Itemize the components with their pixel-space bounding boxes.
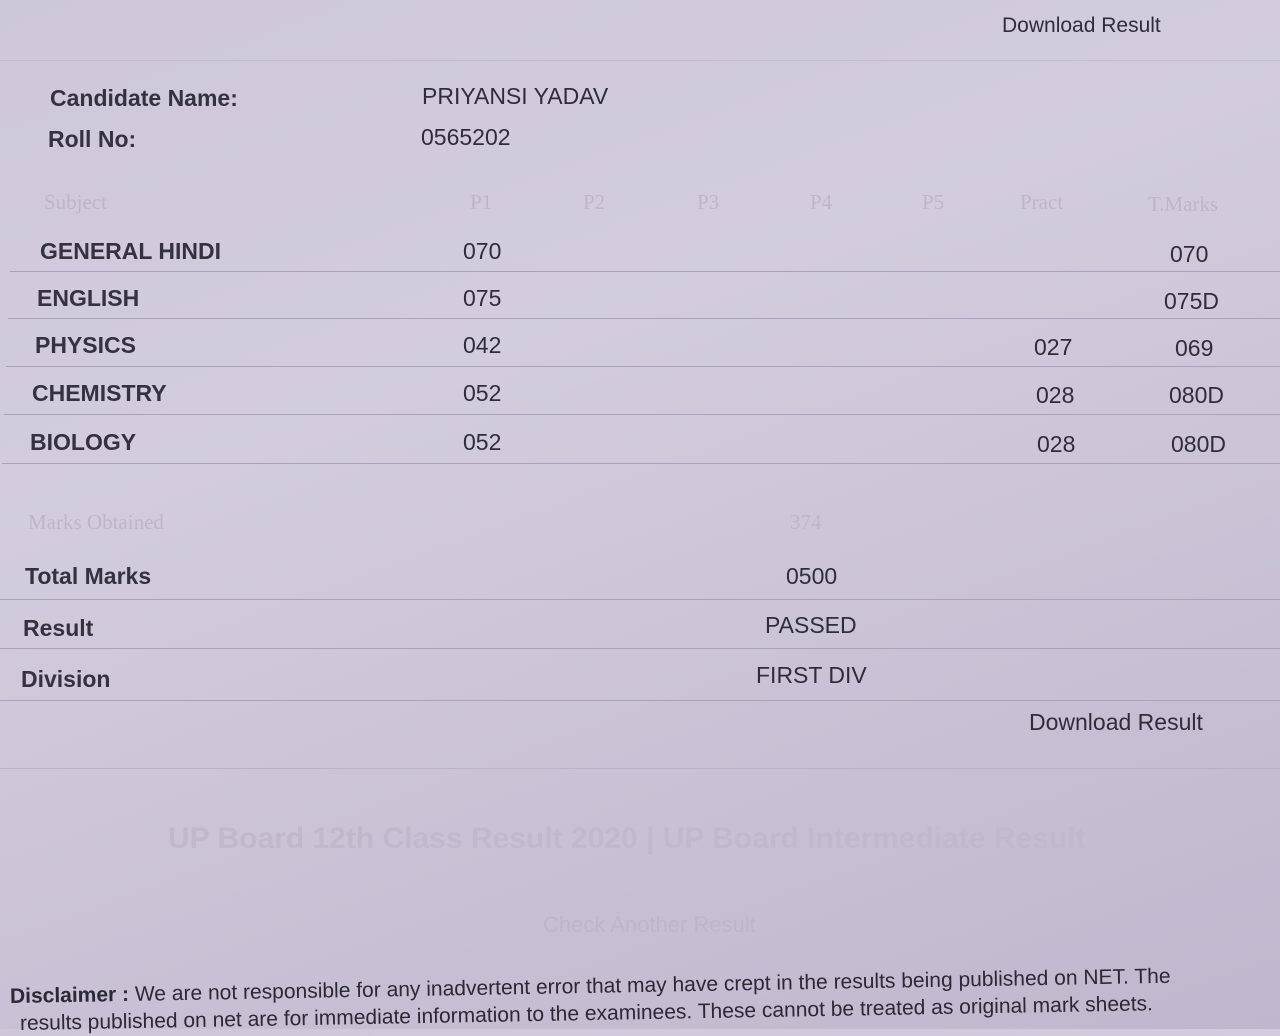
divider [0,768,1280,769]
divider [0,648,1280,649]
header-p5: P5 [922,190,945,214]
header-p3: P3 [697,190,720,214]
divider [8,318,1280,319]
header-p1: P1 [470,190,493,214]
pract: 028 [1036,382,1075,408]
download-result-link-bottom[interactable]: Download Result [1029,709,1203,735]
divider [10,271,1280,272]
subject: BIOLOGY [30,429,137,455]
total: 075D [1164,288,1219,314]
divider [0,599,1280,600]
header-tmarks: T.Marks [1148,192,1219,216]
roll-no-label: Roll No: [48,126,137,152]
divider [4,414,1280,415]
subject: ENGLISH [37,285,140,311]
pract: 027 [1034,334,1073,360]
pract: 028 [1037,431,1076,457]
header-pract: Pract [1020,190,1064,214]
subject: CHEMISTRY [32,380,167,406]
header-p2: P2 [583,190,606,214]
marks-obtained-label: Marks Obtained [28,510,164,534]
download-result-link-top[interactable]: Download Result [1002,14,1161,37]
header-p4: P4 [810,190,833,214]
check-another-result-link[interactable]: Check Another Result [543,912,756,937]
subject: GENERAL HINDI [40,238,222,264]
divider [2,463,1280,464]
candidate-name-label: Candidate Name: [50,85,238,111]
divider [0,60,1280,61]
p1: 075 [463,285,502,311]
divider [0,700,1280,701]
division: FIRST DIV [756,662,867,688]
total: 080D [1171,431,1226,457]
marks-obtained: 374 [790,510,822,534]
division-label: Division [21,666,111,692]
candidate-name: PRIYANSI YADAV [422,83,609,109]
p1: 052 [463,429,502,455]
divider [6,366,1280,367]
result-label: Result [23,615,94,641]
disclaimer-label: Disclaimer : [9,982,130,1008]
page-heading: UP Board 12th Class Result 2020 | UP Boa… [168,822,1086,855]
result: PASSED [765,612,857,638]
p1: 052 [463,380,502,406]
header-subject: Subject [44,190,107,214]
total-marks: 0500 [786,563,838,589]
total: 069 [1175,335,1214,361]
total-marks-label: Total Marks [25,563,152,589]
p1: 070 [463,238,502,264]
roll-no: 0565202 [421,124,511,150]
total: 080D [1169,382,1224,408]
total: 070 [1170,241,1209,267]
subject: PHYSICS [35,332,136,358]
p1: 042 [463,332,502,358]
